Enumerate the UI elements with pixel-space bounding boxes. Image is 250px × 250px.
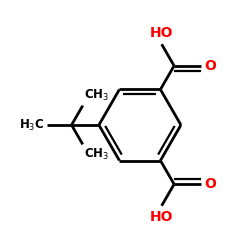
Text: O: O [204,59,216,73]
Text: CH$_3$: CH$_3$ [84,147,109,162]
Text: HO: HO [150,210,174,224]
Text: H$_3$C: H$_3$C [20,118,45,132]
Text: CH$_3$: CH$_3$ [84,88,109,103]
Text: O: O [204,177,216,191]
Text: HO: HO [150,26,174,40]
